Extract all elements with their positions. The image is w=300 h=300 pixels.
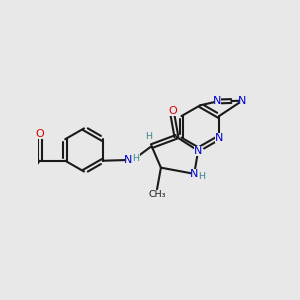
Text: N: N	[213, 97, 221, 106]
Text: O: O	[168, 106, 177, 116]
Bar	[238, 96, 246, 106]
Text: N: N	[194, 146, 202, 156]
Bar	[145, 132, 152, 142]
Bar	[214, 96, 221, 106]
Bar	[190, 169, 198, 179]
Text: N: N	[124, 155, 133, 165]
Text: H: H	[145, 132, 152, 141]
Bar	[215, 133, 223, 142]
Text: O: O	[35, 129, 44, 139]
Text: N: N	[190, 169, 198, 179]
Text: H: H	[133, 154, 140, 163]
Text: H: H	[199, 172, 206, 182]
Text: N: N	[215, 133, 223, 142]
Bar	[36, 129, 43, 139]
Bar	[149, 190, 165, 200]
Text: CH₃: CH₃	[148, 190, 166, 199]
Text: N: N	[238, 96, 247, 106]
Bar	[132, 153, 140, 164]
Bar	[125, 155, 132, 165]
Bar	[194, 146, 202, 156]
Bar	[169, 106, 176, 116]
Bar	[198, 172, 206, 182]
